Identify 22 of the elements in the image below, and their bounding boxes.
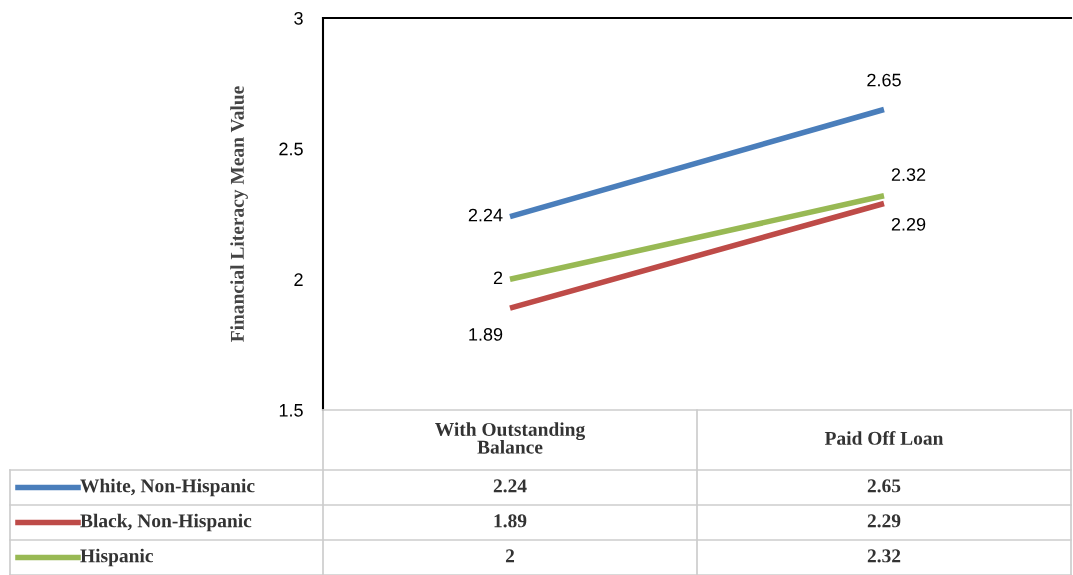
data-label: 2.29 <box>891 217 926 231</box>
data-label: 2.24 <box>468 208 503 222</box>
data-label: 1.89 <box>469 328 503 341</box>
y-tick-label: 2 <box>294 273 303 286</box>
text: 1.89 <box>494 514 527 528</box>
text: 2.29 <box>867 514 901 528</box>
y-tick-label: 3 <box>294 11 303 25</box>
data-label: 2 <box>493 271 503 284</box>
y-tick-label: 1.5 <box>279 404 303 417</box>
text: 2.32 <box>867 549 901 563</box>
legend-label: Black, Non-Hispanic <box>80 513 252 532</box>
data-label: 2.65 <box>867 73 901 87</box>
y-tick-label: 2.5 <box>279 142 303 156</box>
legend-label: Hispanic <box>80 548 153 567</box>
x-tick-label: Paid Off Loan <box>824 430 944 445</box>
text: 2 <box>505 549 515 563</box>
text: 2.24 <box>493 479 527 493</box>
legend-label: White, Non-Hispanic <box>80 478 255 497</box>
text: 2.65 <box>867 479 901 493</box>
data-label: 2.32 <box>891 168 926 182</box>
y-axis-title: Financial Literacy Mean Value <box>230 86 248 342</box>
x-tick-label: With Outstanding Balance <box>435 422 586 454</box>
